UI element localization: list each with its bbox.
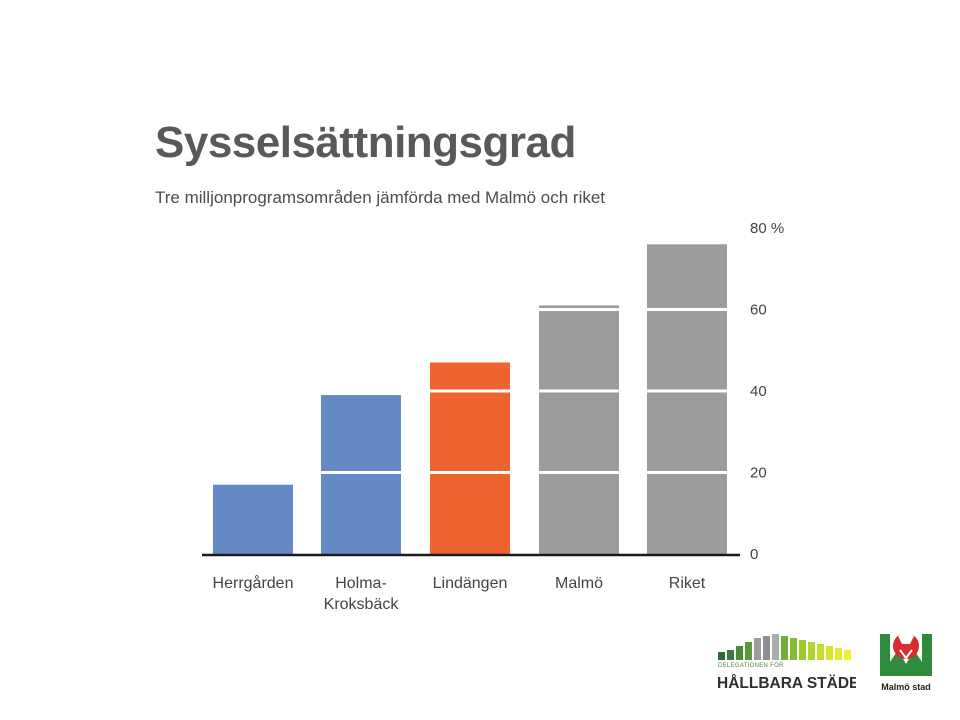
y-tick-label: 60 [750, 302, 767, 319]
hallbara-logo-line2: HÅLLBARA STÄDER [717, 675, 856, 692]
category-label: Lindängen [433, 575, 508, 592]
griffin-emblem-icon [893, 633, 919, 659]
y-tick-label: 80 % [750, 220, 784, 237]
logo-bar [844, 650, 851, 660]
y-tick-label: 20 [750, 465, 767, 482]
hallbara-stader-logo: DELEGATIONEN FÖR HÅLLBARA STÄDER [717, 634, 856, 692]
y-tick-label: 0 [750, 546, 758, 563]
logo-bar [826, 646, 833, 660]
y-tick-label: 40 [750, 383, 767, 400]
bar-0 [213, 484, 293, 554]
bar-3 [539, 305, 619, 554]
logo-bar [727, 650, 734, 660]
logo-bar [754, 638, 761, 660]
logo-bar [781, 636, 788, 660]
malmo-stad-logo: Malmö stad [880, 630, 932, 692]
logo-bar [808, 642, 815, 660]
chart-subtitle: Tre milljonprogramsområden jämförda med … [155, 188, 606, 207]
bar-2 [430, 362, 510, 554]
chart-title: Sysselsättningsgrad [155, 118, 576, 167]
category-label: Malmö [555, 575, 603, 592]
category-label: Riket [669, 575, 706, 592]
logo-bar [799, 640, 806, 660]
logo-bar [745, 642, 752, 660]
logo-bar [718, 652, 725, 660]
bar-4 [647, 244, 727, 555]
logo-bar [736, 646, 743, 660]
logo-bar [772, 634, 779, 660]
category-label: Holma-Kroksbäck [324, 575, 400, 613]
logo-bar [763, 636, 770, 660]
hallbara-logo-line1: DELEGATIONEN FÖR [718, 662, 784, 669]
logo-bar [835, 648, 842, 660]
logo-bar [817, 644, 824, 660]
malmo-stad-label: Malmö stad [881, 682, 931, 692]
bar-1 [321, 395, 401, 554]
category-label: Herrgården [213, 574, 294, 592]
logo-bar [790, 638, 797, 660]
